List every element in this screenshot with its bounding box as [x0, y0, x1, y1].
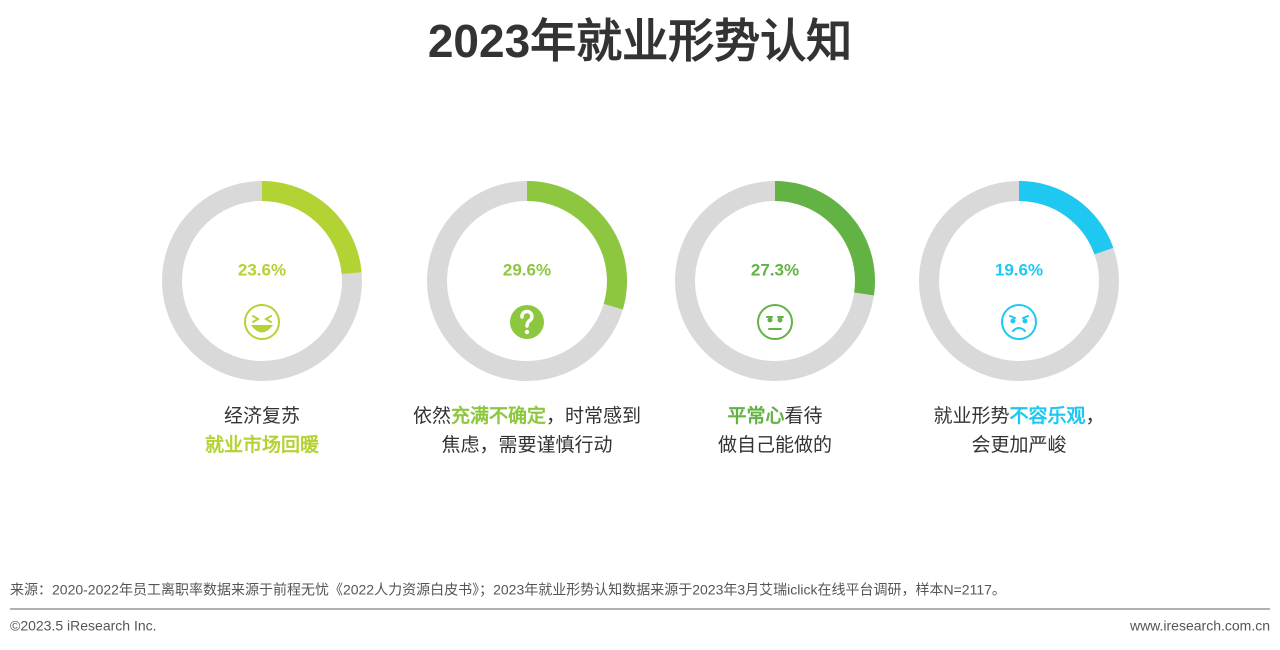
icon-question: [510, 305, 544, 339]
caption-line: 做自己能做的: [718, 434, 832, 456]
caption-text: 会更加严峻: [971, 434, 1066, 456]
caption-text: 经济复苏: [224, 405, 300, 427]
caption-line: 平常心看待: [727, 404, 822, 427]
value-label: 27.3%: [751, 260, 799, 279]
page-title: 2023年就业形势认知: [428, 15, 852, 67]
icon-sad: [1001, 304, 1037, 340]
caption-line: 就业市场回暖: [205, 433, 320, 456]
caption-text: ，时常感到: [546, 405, 641, 427]
value-label: 29.6%: [503, 260, 551, 279]
caption-text: 就业形势: [933, 405, 1009, 427]
donut-segment: [775, 181, 876, 296]
caption-text: 做自己能做的: [718, 434, 832, 456]
caption-text: 看待: [785, 405, 823, 427]
value-label: 19.6%: [995, 260, 1043, 279]
caption-highlight: 就业市场回暖: [205, 433, 320, 456]
value-label: 23.6%: [238, 260, 286, 279]
caption-line: 会更加严峻: [971, 434, 1066, 456]
caption-text: 焦虑，需要谨慎行动: [441, 434, 612, 456]
caption-line: 焦虑，需要谨慎行动: [441, 434, 612, 456]
donut-segment: [527, 181, 627, 310]
caption-text: ，: [1086, 406, 1105, 427]
caption-highlight: 平常心: [727, 404, 784, 427]
caption-text: 依然: [413, 405, 451, 427]
caption-line: 经济复苏: [224, 405, 300, 427]
icon-laugh: [244, 304, 280, 340]
source-note: 来源：2020-2022年员工离职率数据来源于前程无忧《2022人力资源白皮书》…: [10, 582, 1006, 599]
donut-segment: [262, 180, 362, 274]
caption-highlight: 充满不确定: [451, 404, 546, 427]
caption-line: 依然充满不确定，时常感到: [413, 404, 641, 427]
website: www.iresearch.com.cn: [1129, 618, 1270, 634]
icon-neutral: [757, 304, 793, 340]
caption-highlight: 不容乐观: [1009, 404, 1085, 427]
caption-line: 就业形势不容乐观，: [933, 404, 1104, 427]
copyright: ©2023.5 iResearch Inc.: [10, 618, 157, 634]
donut-segment: [1019, 181, 1114, 255]
